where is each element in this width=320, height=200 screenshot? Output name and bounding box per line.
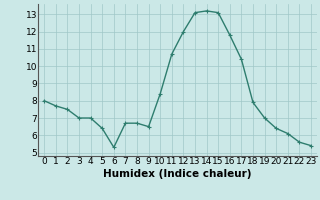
X-axis label: Humidex (Indice chaleur): Humidex (Indice chaleur) [103, 169, 252, 179]
